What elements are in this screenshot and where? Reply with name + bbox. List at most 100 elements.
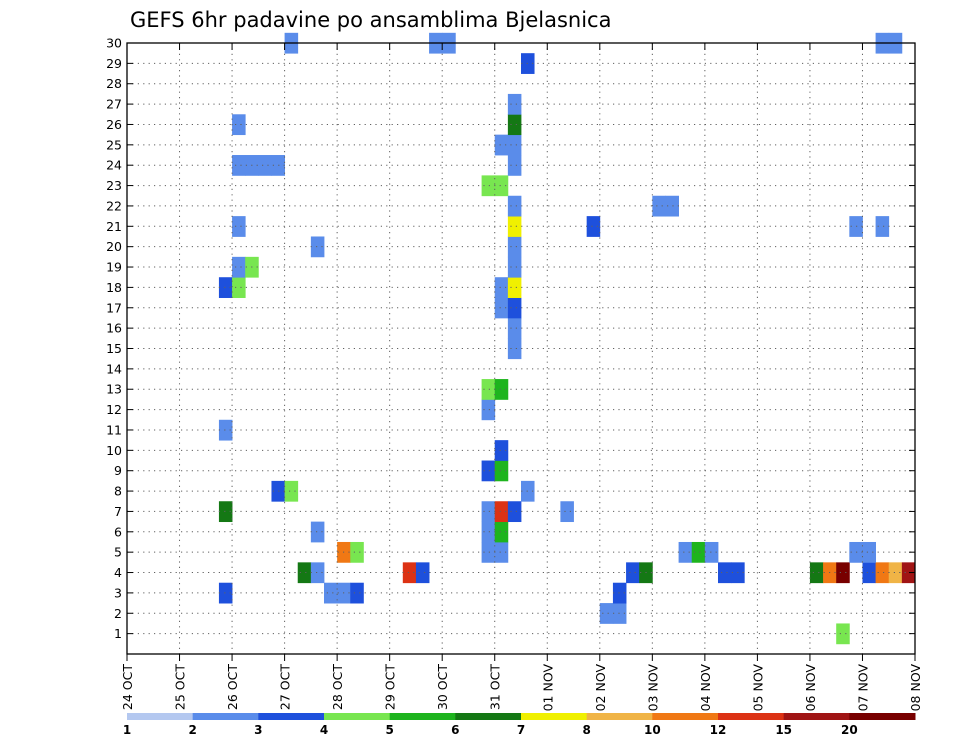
y-tick-label: 2 [114, 606, 122, 621]
legend-swatch [783, 713, 850, 720]
cell-member-19 [507, 256, 522, 278]
cell-member-12 [481, 399, 496, 421]
cell-member-5 [494, 541, 509, 563]
y-tick-label: 8 [114, 484, 122, 499]
cell-member-2 [612, 603, 627, 624]
cell-member-9 [481, 460, 496, 482]
cell-member-4 [809, 562, 824, 584]
cell-member-3 [612, 582, 627, 604]
y-tick-label: 6 [114, 524, 122, 539]
x-tick-label: 24 OCT [120, 664, 135, 710]
cell-member-17 [507, 297, 522, 319]
legend-swatch [455, 713, 522, 720]
y-tick-label: 28 [106, 76, 122, 91]
legend-swatch [324, 713, 391, 720]
y-tick-label: 21 [106, 219, 122, 234]
cell-member-3 [218, 582, 233, 604]
legend-swatch [258, 713, 325, 720]
y-tick-label: 1 [114, 626, 122, 641]
cell-member-4 [888, 562, 903, 584]
cell-member-26 [507, 114, 522, 136]
cell-member-7 [560, 501, 574, 523]
y-tick-label: 9 [114, 463, 122, 478]
cell-member-7 [507, 501, 522, 523]
x-axis-ticks: 24 OCT 25 OCT 26 OCT 27 OCT 28 OCT 29 OCT 30 O… [120, 43, 923, 711]
cell-member-22 [652, 195, 666, 217]
legend-label: 20 [841, 723, 858, 737]
legend-swatch [849, 713, 916, 720]
cell-member-25 [507, 134, 522, 156]
y-tick-label: 23 [106, 178, 122, 193]
y-tick-label: 17 [106, 300, 122, 315]
cell-member-25 [494, 134, 509, 156]
y-tick-label: 7 [114, 504, 122, 519]
cell-member-23 [481, 175, 496, 197]
cell-member-21 [232, 216, 246, 237]
legend-swatch [192, 713, 259, 720]
y-tick-label: 15 [106, 341, 122, 356]
cell-member-2 [599, 603, 614, 624]
cell-member-4 [297, 562, 312, 584]
x-tick-label: 30 OCT [435, 664, 450, 710]
y-tick-label: 12 [106, 402, 122, 417]
x-tick-label: 04 NOV [698, 664, 713, 712]
cell-member-5 [704, 541, 719, 563]
cell-member-3 [324, 582, 338, 604]
legend-label: 1 [123, 723, 131, 737]
cell-member-18 [218, 277, 233, 298]
cell-member-4 [901, 562, 916, 584]
cell-member-21 [507, 216, 522, 237]
cell-member-7 [218, 501, 233, 523]
y-tick-label: 11 [106, 422, 122, 437]
cell-member-7 [494, 501, 509, 523]
cell-member-6 [481, 521, 496, 543]
cell-member-13 [481, 379, 496, 400]
x-tick-label: 03 NOV [645, 664, 660, 712]
cell-member-18 [507, 277, 522, 298]
legend-swatch [718, 713, 785, 720]
y-tick-label: 22 [106, 198, 122, 213]
cell-member-5 [691, 541, 706, 563]
cell-member-6 [494, 521, 509, 543]
cell-member-18 [232, 277, 246, 298]
cell-member-4 [402, 562, 417, 584]
y-tick-label: 18 [106, 280, 122, 295]
x-tick-label: 01 NOV [540, 664, 555, 712]
legend-label: 2 [188, 723, 196, 737]
legend-swatch [586, 713, 653, 720]
y-tick-label: 24 [106, 158, 122, 173]
y-tick-label: 3 [114, 585, 122, 600]
cell-member-11 [218, 419, 233, 441]
legend-label: 15 [775, 723, 792, 737]
cell-member-27 [507, 93, 522, 115]
legend-label: 5 [385, 723, 393, 737]
color-legend: 1 2 3 4 5 6 7 8 10 12 15 20 [123, 713, 916, 737]
cell-member-19 [232, 256, 246, 278]
x-tick-label: 08 NOV [908, 664, 923, 712]
cell-member-21 [586, 216, 601, 237]
y-tick-label: 5 [114, 545, 122, 560]
legend-label: 12 [710, 723, 727, 737]
y-axis-ticks: 1234567891011121314151617181920212223242… [106, 36, 915, 641]
cell-member-13 [494, 379, 509, 400]
y-tick-label: 30 [106, 36, 122, 51]
y-tick-label: 14 [106, 361, 122, 376]
x-tick-label: 02 NOV [593, 664, 608, 712]
legend-label: 3 [254, 723, 262, 737]
cell-member-17 [494, 297, 509, 319]
cell-member-22 [665, 195, 679, 217]
cell-member-15 [507, 338, 522, 360]
chart-title: GEFS 6hr padavine po ansamblima Bjelasni… [130, 8, 611, 32]
plot-frame [126, 42, 916, 655]
legend-swatch [127, 713, 194, 720]
cell-member-20 [310, 236, 325, 258]
y-tick-label: 29 [106, 56, 122, 71]
cell-member-4 [718, 562, 732, 584]
cell-member-5 [862, 541, 876, 563]
cell-member-18 [494, 277, 509, 298]
y-tick-label: 16 [106, 321, 122, 336]
legend-label: 10 [644, 723, 661, 737]
x-tick-label: 06 NOV [803, 664, 818, 712]
y-tick-label: 13 [106, 382, 122, 397]
